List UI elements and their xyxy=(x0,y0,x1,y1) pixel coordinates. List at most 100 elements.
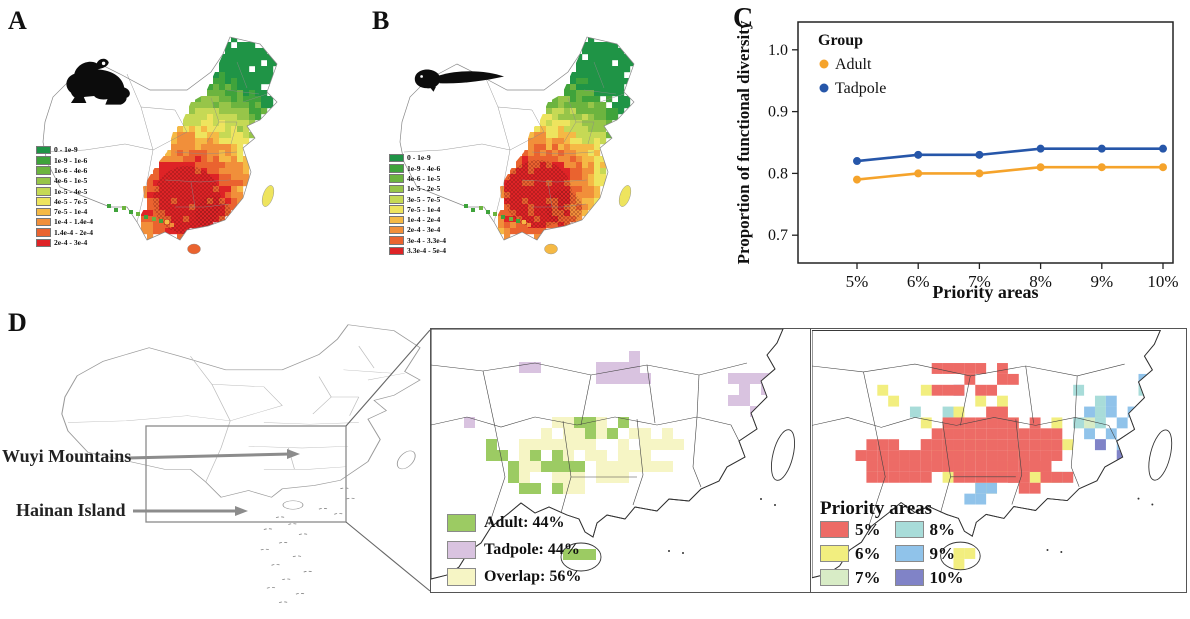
legend-item: 3e-5 - 7e-5 xyxy=(389,194,446,204)
legend-label: 4e-5 - 7e-5 xyxy=(54,196,88,206)
legend-swatch xyxy=(36,176,51,186)
legend-label: 7% xyxy=(855,568,881,587)
legend-label: 6% xyxy=(855,544,881,563)
legend-label: 3e-4 - 3.3e-4 xyxy=(407,235,447,245)
legend-label: Tadpole: 44% xyxy=(484,541,580,558)
legend-swatch xyxy=(389,225,404,235)
adult-map-legend: 0 - 1e-9 1e-9 - 1e-6 1e-6 - 4e-6 4e-6 - 1e-… xyxy=(36,145,93,248)
legend-item: 2e-4 - 3e-4 xyxy=(389,225,446,235)
legend-label: 3.3e-4 - 5e-4 xyxy=(407,246,447,256)
overlap-inset-map xyxy=(431,329,796,580)
legend-swatch xyxy=(389,184,404,194)
panel-d-label: D xyxy=(8,308,27,337)
svg-text:Proportion of functional diver: Proportion of functional diversity xyxy=(735,20,753,264)
legend-item: 7e-5 - 1e-4 xyxy=(36,207,93,217)
legend-swatch xyxy=(36,166,51,175)
legend-item: 3e-4 - 3.3e-4 xyxy=(389,235,446,245)
legend-label: 4e-6 - 1e-5 xyxy=(54,176,88,186)
legend-swatch xyxy=(36,238,51,248)
legend-item: Overlap: 56% xyxy=(447,568,581,586)
legend-label: 1e-4 - 2e-4 xyxy=(407,215,441,225)
legend-label: 7e-5 - 1e-4 xyxy=(407,204,441,214)
svg-text:Tadpole: Tadpole xyxy=(835,80,886,97)
legend-item: 8% xyxy=(894,520,964,539)
legend-swatch xyxy=(36,217,51,227)
panel-c-label: C xyxy=(733,3,754,34)
legend-swatch xyxy=(36,197,51,206)
legend-label: 2e-4 - 3e-4 xyxy=(54,238,88,248)
legend-swatch xyxy=(894,569,924,586)
priority-areas-inset-map xyxy=(812,329,1173,579)
overlap-legend: Adult: 44% Tadpole: 44% Overlap: 56% xyxy=(447,514,581,595)
legend-item: 2e-4 - 3e-4 xyxy=(36,238,93,248)
legend-item: 0 - 1e-9 xyxy=(389,153,446,163)
legend-label: 2e-4 - 3e-4 xyxy=(407,225,441,235)
legend-label: 5% xyxy=(855,520,881,539)
priority-legend-items: 5% 6% 7% 8% 9% 10% xyxy=(820,521,964,586)
functional-diversity-chart: 0.7 0.8 0.9 1.0 5% 6% 7% 8% 9% 10% Priority areas P… xyxy=(735,20,1179,302)
svg-text:Group: Group xyxy=(818,32,863,49)
legend-swatch xyxy=(36,228,51,237)
legend-label: 1e-5 - 4e-5 xyxy=(54,186,88,196)
wuyi-mountains-label: Wuyi Mountains xyxy=(2,446,132,466)
legend-label: 1e-4 - 1.4e-4 xyxy=(54,217,94,227)
legend-swatch xyxy=(820,569,849,586)
hainan-island-label: Hainan Island xyxy=(16,500,126,520)
legend-item: 1e-4 - 1.4e-4 xyxy=(36,217,93,227)
legend-label: 9% xyxy=(929,544,956,563)
legend-swatch xyxy=(894,545,924,562)
panel-b-label: B xyxy=(372,6,390,35)
legend-label: 8% xyxy=(929,520,956,539)
legend-item: 3.3e-4 - 5e-4 xyxy=(389,246,446,256)
legend-label: 0 - 1e-9 xyxy=(54,145,78,155)
tadpole-icon xyxy=(414,69,505,92)
legend-swatch xyxy=(389,153,404,163)
legend-label: 10% xyxy=(929,568,964,587)
legend-item: 1e-4 - 2e-4 xyxy=(389,215,446,225)
legend-swatch xyxy=(820,521,849,538)
legend-item: 7% xyxy=(820,569,881,586)
legend-label: 7e-5 - 1e-4 xyxy=(54,207,88,217)
legend-swatch xyxy=(36,145,51,155)
legend-swatch xyxy=(36,207,51,217)
legend-swatch xyxy=(894,521,924,538)
legend-swatch xyxy=(447,568,476,586)
svg-text:0.9: 0.9 xyxy=(768,104,788,121)
tadpole-map-legend: 0 - 1e-9 1e-9 - 4e-6 4e-6 - 1e-5 1e-5 - 2e-… xyxy=(389,153,446,256)
tadpole-diversity-map xyxy=(399,36,635,255)
legend-item: 1.4e-4 - 2e-4 xyxy=(36,227,93,237)
legend-item: 4e-6 - 1e-5 xyxy=(36,176,93,186)
legend-item: 9% xyxy=(894,544,964,563)
frog-icon xyxy=(66,58,130,105)
svg-text:Adult: Adult xyxy=(835,56,872,73)
legend-swatch xyxy=(36,156,51,165)
legend-item: 7e-5 - 1e-4 xyxy=(389,204,446,214)
legend-item: 1e-5 - 4e-5 xyxy=(36,186,93,196)
legend-swatch xyxy=(820,545,849,562)
svg-text:Priority areas: Priority areas xyxy=(932,282,1038,302)
legend-item: 1e-9 - 1e-6 xyxy=(36,155,93,165)
legend-label: 4e-6 - 1e-5 xyxy=(407,173,441,183)
legend-item: 0 - 1e-9 xyxy=(36,145,93,155)
legend-item: Adult: 44% xyxy=(447,514,581,532)
legend-swatch xyxy=(389,236,404,245)
priority-legend-title: Priority areas xyxy=(820,498,933,519)
legend-label: 3e-5 - 7e-5 xyxy=(407,194,441,204)
legend-swatch xyxy=(447,541,476,559)
panel-a-label: A xyxy=(8,6,27,35)
legend-item: 4e-5 - 7e-5 xyxy=(36,196,93,206)
legend-item: 4e-6 - 1e-5 xyxy=(389,174,446,184)
legend-label: 1.4e-4 - 2e-4 xyxy=(54,227,94,237)
legend-label: 1e-9 - 4e-6 xyxy=(407,163,441,173)
legend-item: 6% xyxy=(820,545,881,562)
legend-label: 1e-9 - 1e-6 xyxy=(54,155,88,165)
inset-maps-box xyxy=(430,328,1187,593)
svg-text:5%: 5% xyxy=(846,272,869,291)
legend-swatch xyxy=(389,195,404,204)
svg-text:6%: 6% xyxy=(907,272,930,291)
svg-text:0.7: 0.7 xyxy=(768,227,788,244)
legend-swatch xyxy=(389,164,404,173)
legend-swatch xyxy=(389,246,404,256)
legend-label: 1e-6 - 4e-6 xyxy=(54,165,88,175)
priority-areas-legend: Priority areas 5% 6% 7% 8% 9% 10% xyxy=(820,499,964,586)
